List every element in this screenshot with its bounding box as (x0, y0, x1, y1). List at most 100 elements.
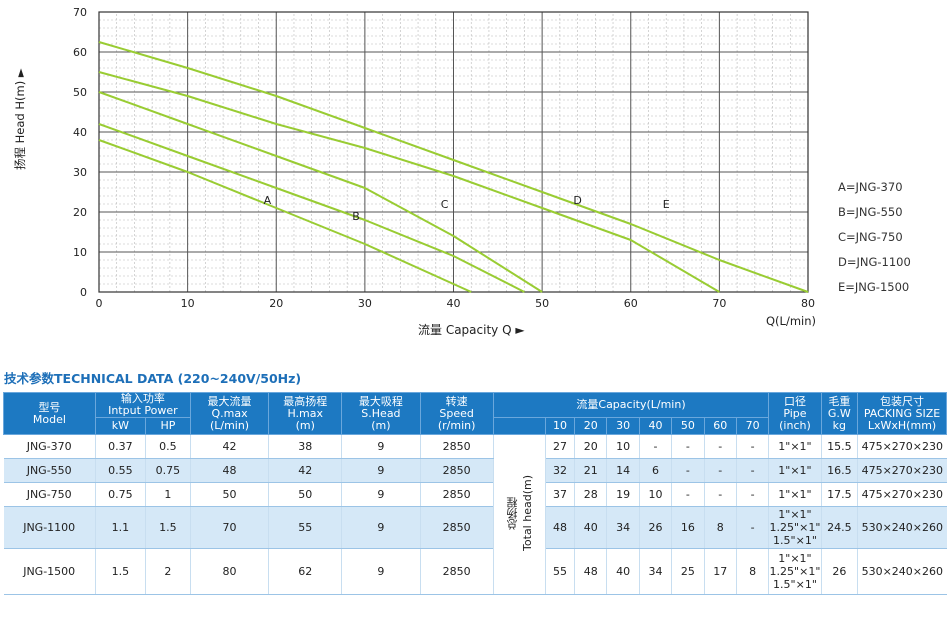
header-shead: 最大吸程 S.Head (m) (341, 392, 421, 435)
cell-head: - (671, 434, 705, 459)
cell-head: - (638, 434, 672, 459)
cell-gw: 16.5 (820, 458, 858, 483)
cell-head: 40 (606, 548, 640, 595)
y-tick-label: 50 (73, 86, 87, 99)
y-tick-label: 30 (73, 166, 87, 179)
header-cap-40: 40 (638, 417, 673, 435)
y-tick-label: 40 (73, 126, 87, 139)
cell-qmax: 48 (189, 458, 269, 483)
cell-packing: 475×270×230 (857, 434, 947, 459)
x-tick-label: 70 (712, 297, 726, 310)
cell-pipe: 1"×1" (768, 434, 822, 459)
technical-data-table: 型号 Model 输入功率 Intput Power 最大流量 Q.max (L/min… (3, 392, 947, 595)
cell-hmax: 50 (268, 482, 342, 507)
x-tick-label: 10 (181, 297, 195, 310)
x-tick-label: 20 (269, 297, 283, 310)
cell-head: 48 (544, 506, 575, 549)
cell-speed: 2850 (419, 482, 494, 507)
cell-pipe: 1"×1" 1.25"×1" 1.5"×1" (768, 506, 822, 549)
cell-qmax: 80 (189, 548, 269, 595)
x-tick-label: 80 (801, 297, 815, 310)
performance-chart: 0 10 20 30 40 50 60 70 80 0 10 20 30 40 50 60 70 A B C D E (73, 6, 815, 310)
table-body: JNG-370 0.37 0.5 42 38 9 2850 总扬程 Total head(m) 2… (3, 434, 947, 595)
x-tick-label: 50 (535, 297, 549, 310)
plot-frame (98, 11, 809, 293)
chart-axes (98, 11, 809, 293)
x-tick-label: 30 (358, 297, 372, 310)
cell-kw: 0.37 (94, 434, 146, 459)
curve-a (98, 139, 472, 293)
cell-head: 32 (544, 458, 575, 483)
cell-head: 26 (638, 506, 672, 549)
cell-shead: 9 (341, 482, 421, 507)
cell-head: 14 (606, 458, 640, 483)
cell-qmax: 42 (189, 434, 269, 459)
y-axis-label: 扬程 Head H(m) ► (13, 68, 27, 170)
cell-pipe: 1"×1" (768, 482, 822, 507)
cell-head: 6 (638, 458, 672, 483)
cell-head: - (703, 458, 737, 483)
cell-head: 20 (574, 434, 607, 459)
cell-hp: 2 (144, 548, 191, 595)
cell-pipe: 1"×1" 1.25"×1" 1.5"×1" (768, 548, 822, 595)
curve-label-e: E (663, 198, 670, 211)
cell-hmax: 38 (268, 434, 342, 459)
cell-kw: 1.1 (94, 506, 146, 549)
legend-entry: A=JNG-370 (838, 180, 903, 194)
cell-kw: 0.55 (94, 458, 146, 483)
chart-legend: A=JNG-370 B=JNG-550 C=JNG-750 D=JNG-1100… (838, 180, 911, 305)
header-model: 型号 Model (3, 392, 96, 435)
header-packing: 包装尺寸 PACKING SIZE LxWxH(mm) (857, 392, 947, 435)
cell-kw: 1.5 (94, 548, 146, 595)
total-head-text: 总扬程 Total head(m) (505, 475, 534, 551)
curve-d (98, 71, 720, 293)
cell-head: 8 (703, 506, 737, 549)
cell-head: 34 (606, 506, 640, 549)
cell-shead: 9 (341, 548, 421, 595)
header-capacity: 流量Capacity(L/min) (492, 392, 770, 418)
curve-b (98, 123, 525, 293)
header-hp: HP (144, 417, 191, 435)
cell-packing: 530×240×260 (857, 506, 947, 549)
cell-head: 10 (638, 482, 672, 507)
header-speed: 转速 Speed (r/min) (419, 392, 494, 435)
header-hmax: 最高扬程 H.max (m) (268, 392, 343, 435)
cell-head: 8 (735, 548, 769, 595)
cell-hp: 1 (144, 482, 191, 507)
cell-model: JNG-750 (3, 482, 96, 507)
legend-entry: B=JNG-550 (838, 205, 903, 219)
cell-head: 25 (671, 548, 705, 595)
header-gw: 毛重 G.W kg (820, 392, 859, 435)
header-cap-20: 20 (574, 417, 608, 435)
header-cap-60: 60 (703, 417, 737, 435)
cell-head: - (703, 482, 737, 507)
cell-head: 21 (574, 458, 607, 483)
cell-head: - (703, 434, 737, 459)
curve-label-a: A (264, 194, 272, 207)
cell-speed: 2850 (419, 506, 494, 549)
cell-head: - (735, 506, 769, 549)
header-pipe: 口径 Pipe (inch) (768, 392, 822, 435)
cell-hmax: 55 (268, 506, 342, 549)
cell-head: 19 (606, 482, 640, 507)
cell-head: 16 (671, 506, 705, 549)
header-cap-50: 50 (671, 417, 705, 435)
header-kw: kW (94, 417, 146, 435)
header-capacity-blank (492, 417, 546, 435)
total-head-label: 总扬程 Total head(m) (492, 434, 546, 595)
cell-head: 27 (544, 434, 575, 459)
y-tick-label: 0 (80, 286, 87, 299)
y-tick-label: 10 (73, 246, 87, 259)
legend-entry: C=JNG-750 (838, 230, 903, 244)
cell-head: - (671, 458, 705, 483)
cell-model: JNG-550 (3, 458, 96, 483)
curve-c (98, 91, 543, 293)
cell-hp: 0.75 (144, 458, 191, 483)
y-tick-label: 70 (73, 6, 87, 19)
cell-speed: 2850 (419, 458, 494, 483)
curve-e (98, 41, 809, 293)
x-axis-label: 流量 Capacity Q ► (418, 323, 525, 337)
cell-hmax: 42 (268, 458, 342, 483)
cell-head: 37 (544, 482, 575, 507)
cell-hp: 0.5 (144, 434, 191, 459)
